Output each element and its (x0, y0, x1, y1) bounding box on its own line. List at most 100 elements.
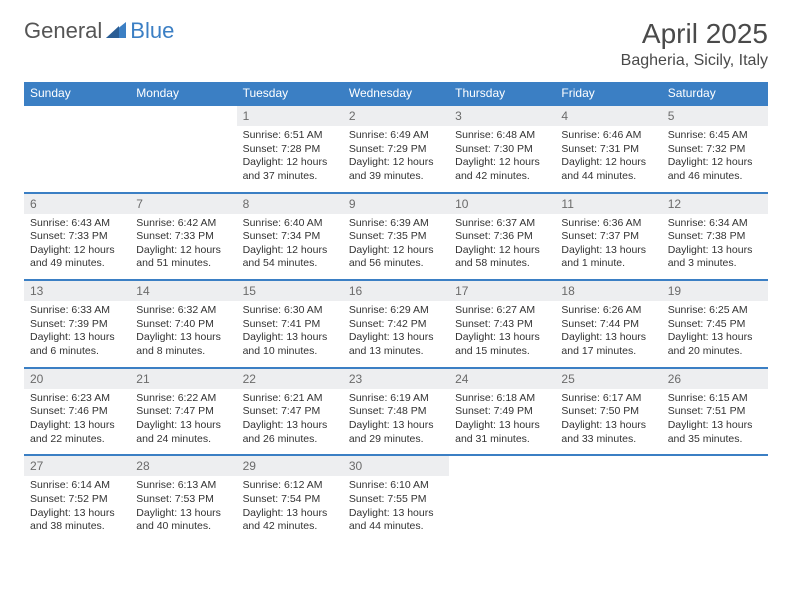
sunset-text: Sunset: 7:30 PM (455, 143, 549, 157)
daylight-text: Daylight: 12 hours and 58 minutes. (455, 244, 549, 271)
sunrise-text: Sunrise: 6:25 AM (668, 304, 762, 318)
sunset-text: Sunset: 7:39 PM (30, 318, 124, 332)
day-number: 26 (662, 368, 768, 389)
empty-day-number (555, 455, 661, 476)
daylight-text: Daylight: 13 hours and 26 minutes. (243, 419, 337, 446)
sunrise-text: Sunrise: 6:29 AM (349, 304, 443, 318)
daylight-text: Daylight: 13 hours and 1 minute. (561, 244, 655, 271)
calendar-table: Sunday Monday Tuesday Wednesday Thursday… (24, 82, 768, 542)
header: General Blue April 2025 Bagheria, Sicily… (24, 18, 768, 70)
day-number: 2 (343, 105, 449, 126)
sunrise-text: Sunrise: 6:15 AM (668, 392, 762, 406)
sunrise-text: Sunrise: 6:49 AM (349, 129, 443, 143)
day-detail: Sunrise: 6:23 AMSunset: 7:46 PMDaylight:… (24, 389, 130, 456)
location-label: Bagheria, Sicily, Italy (621, 52, 768, 70)
day-detail: Sunrise: 6:10 AMSunset: 7:55 PMDaylight:… (343, 476, 449, 542)
day-of-week-row: Sunday Monday Tuesday Wednesday Thursday… (24, 82, 768, 105)
sunset-text: Sunset: 7:28 PM (243, 143, 337, 157)
day-detail: Sunrise: 6:48 AMSunset: 7:30 PMDaylight:… (449, 126, 555, 193)
sunrise-text: Sunrise: 6:13 AM (136, 479, 230, 493)
dow-monday: Monday (130, 82, 236, 105)
sunset-text: Sunset: 7:35 PM (349, 230, 443, 244)
daylight-text: Daylight: 13 hours and 38 minutes. (30, 507, 124, 534)
sunset-text: Sunset: 7:50 PM (561, 405, 655, 419)
triangle-icon (106, 20, 126, 43)
sunset-text: Sunset: 7:42 PM (349, 318, 443, 332)
empty-day-detail (130, 126, 236, 193)
day-number: 10 (449, 193, 555, 214)
day-detail: Sunrise: 6:18 AMSunset: 7:49 PMDaylight:… (449, 389, 555, 456)
empty-day-number (662, 455, 768, 476)
sunrise-text: Sunrise: 6:23 AM (30, 392, 124, 406)
sunset-text: Sunset: 7:37 PM (561, 230, 655, 244)
day-detail: Sunrise: 6:27 AMSunset: 7:43 PMDaylight:… (449, 301, 555, 368)
day-number: 19 (662, 280, 768, 301)
sunset-text: Sunset: 7:31 PM (561, 143, 655, 157)
dow-friday: Friday (555, 82, 661, 105)
sunrise-text: Sunrise: 6:36 AM (561, 217, 655, 231)
dow-tuesday: Tuesday (237, 82, 343, 105)
sunset-text: Sunset: 7:54 PM (243, 493, 337, 507)
day-detail: Sunrise: 6:45 AMSunset: 7:32 PMDaylight:… (662, 126, 768, 193)
day-detail: Sunrise: 6:34 AMSunset: 7:38 PMDaylight:… (662, 214, 768, 281)
day-number: 7 (130, 193, 236, 214)
sunrise-text: Sunrise: 6:42 AM (136, 217, 230, 231)
sunset-text: Sunset: 7:47 PM (243, 405, 337, 419)
sunrise-text: Sunrise: 6:37 AM (455, 217, 549, 231)
daylight-text: Daylight: 13 hours and 40 minutes. (136, 507, 230, 534)
logo: General Blue (24, 18, 174, 44)
daylight-text: Daylight: 12 hours and 42 minutes. (455, 156, 549, 183)
sunrise-text: Sunrise: 6:14 AM (30, 479, 124, 493)
sunset-text: Sunset: 7:55 PM (349, 493, 443, 507)
week-daynum-row: 6789101112 (24, 193, 768, 214)
daylight-text: Daylight: 12 hours and 44 minutes. (561, 156, 655, 183)
empty-day-number (130, 105, 236, 126)
day-detail: Sunrise: 6:12 AMSunset: 7:54 PMDaylight:… (237, 476, 343, 542)
day-number: 1 (237, 105, 343, 126)
day-number: 24 (449, 368, 555, 389)
week-detail-row: Sunrise: 6:51 AMSunset: 7:28 PM Daylight:… (24, 126, 768, 193)
daylight-text: Daylight: 13 hours and 44 minutes. (349, 507, 443, 534)
daylight-text: Daylight: 13 hours and 31 minutes. (455, 419, 549, 446)
empty-day-number (24, 105, 130, 126)
daylight-text: Daylight: 12 hours and 49 minutes. (30, 244, 124, 271)
sunset-text: Sunset: 7:48 PM (349, 405, 443, 419)
day-detail: Sunrise: 6:42 AMSunset: 7:33 PMDaylight:… (130, 214, 236, 281)
sunset-text: Sunset: 7:36 PM (455, 230, 549, 244)
daylight-text: Daylight: 13 hours and 17 minutes. (561, 331, 655, 358)
sunset-text: Sunset: 7:53 PM (136, 493, 230, 507)
day-detail: Sunrise: 6:46 AMSunset: 7:31 PMDaylight:… (555, 126, 661, 193)
day-detail: Sunrise: 6:22 AMSunset: 7:47 PMDaylight:… (130, 389, 236, 456)
day-detail: Sunrise: 6:17 AMSunset: 7:50 PMDaylight:… (555, 389, 661, 456)
week-daynum-row: 20212223242526 (24, 368, 768, 389)
daylight-text: Daylight: 12 hours and 46 minutes. (668, 156, 762, 183)
daylight-text: Daylight: 13 hours and 13 minutes. (349, 331, 443, 358)
title-block: April 2025 Bagheria, Sicily, Italy (621, 18, 768, 70)
sunset-text: Sunset: 7:46 PM (30, 405, 124, 419)
sunset-text: Sunset: 7:32 PM (668, 143, 762, 157)
day-detail: Sunrise: 6:49 AMSunset: 7:29 PMDaylight:… (343, 126, 449, 193)
sunset-text: Sunset: 7:51 PM (668, 405, 762, 419)
empty-day-detail (662, 476, 768, 542)
day-detail: Sunrise: 6:14 AMSunset: 7:52 PMDaylight:… (24, 476, 130, 542)
daylight-text: Daylight: 13 hours and 24 minutes. (136, 419, 230, 446)
dow-sunday: Sunday (24, 82, 130, 105)
day-detail: Sunrise: 6:32 AMSunset: 7:40 PMDaylight:… (130, 301, 236, 368)
day-detail: Sunrise: 6:33 AMSunset: 7:39 PMDaylight:… (24, 301, 130, 368)
sunrise-text: Sunrise: 6:17 AM (561, 392, 655, 406)
daylight-text: Daylight: 13 hours and 15 minutes. (455, 331, 549, 358)
day-number: 30 (343, 455, 449, 476)
day-detail: Sunrise: 6:19 AMSunset: 7:48 PMDaylight:… (343, 389, 449, 456)
sunset-text: Sunset: 7:34 PM (243, 230, 337, 244)
day-number: 4 (555, 105, 661, 126)
dow-saturday: Saturday (662, 82, 768, 105)
day-number: 5 (662, 105, 768, 126)
sunset-text: Sunset: 7:52 PM (30, 493, 124, 507)
sunrise-text: Sunrise: 6:12 AM (243, 479, 337, 493)
sunrise-text: Sunrise: 6:51 AM (243, 129, 337, 143)
day-number: 21 (130, 368, 236, 389)
day-detail: Sunrise: 6:43 AMSunset: 7:33 PMDaylight:… (24, 214, 130, 281)
day-number: 20 (24, 368, 130, 389)
daylight-text: Daylight: 13 hours and 22 minutes. (30, 419, 124, 446)
day-number: 17 (449, 280, 555, 301)
